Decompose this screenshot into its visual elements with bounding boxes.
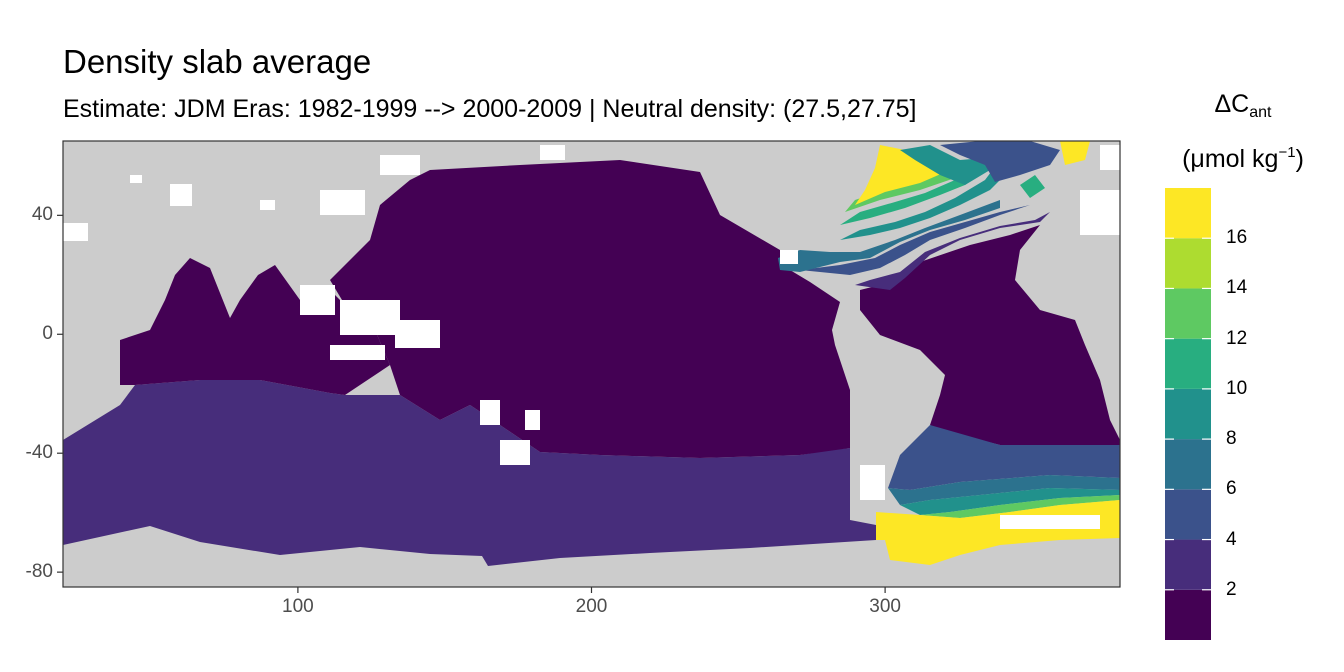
legend-color-bin [1165,489,1211,540]
legend-symbol: ΔC [1214,90,1250,118]
south-atlantic-band-6 [888,475,1120,505]
south-atlantic-band-14 [920,495,1120,518]
legend-subscript: ant [1249,104,1272,121]
legend-color-bin [1165,238,1211,289]
legend-value-label: 14 [1226,277,1248,299]
legend-value-label: 12 [1226,327,1248,349]
legend-value-label: 4 [1226,528,1237,550]
map-title: Density slab average [63,43,372,80]
labrador-band-8 [900,145,990,185]
legend-color-bin [1165,539,1211,590]
legend-color-bin [1165,188,1211,239]
north-atlantic-band-4 [800,205,1030,275]
x-tick-label: 300 [869,596,901,617]
nordic-sea-band-4 [940,141,1060,182]
legend-value-label: 16 [1226,227,1248,249]
legend-color-bin [1165,589,1211,640]
legend-value-label: 6 [1226,478,1237,500]
legend-value-label: 2 [1226,578,1237,600]
x-tick-marks [297,587,886,593]
north-atlantic-band-12 [840,163,985,225]
north-atlantic-band-2 [855,212,1050,290]
arctic-patch-12 [1020,175,1045,198]
y-tick-label: -40 [25,442,53,464]
legend-value-label: 8 [1226,428,1237,450]
north-atlantic-band-8 [840,160,1010,240]
atlantic-ocean-region [860,225,1120,445]
legend-unit-suffix: ) [1295,145,1304,173]
legend-value-label: 10 [1226,377,1248,399]
map-subtitle: Estimate: JDM Eras: 1982-1999 --> 2000-2… [63,95,917,123]
legend-tick-marks [1165,237,1211,591]
y-tick-label: 40 [31,204,53,226]
south-atlantic-band-10 [900,488,1120,515]
y-tick-label: -80 [25,561,53,583]
y-tick-marks [57,214,63,573]
legend-unit-exponent: −1 [1278,144,1296,161]
legend-color-bin [1165,439,1211,490]
arctic-patch-18 [1060,141,1090,165]
legend-color-bin [1165,288,1211,339]
legend-quantity: ΔCant [1158,82,1328,135]
indian-ocean-region [120,258,390,395]
legend-unit: (μmol kg−1) [1158,135,1328,177]
legend-title: ΔCant (μmol kg−1) [1158,82,1328,177]
no-data-patches [63,145,1120,529]
legend-colorbar [1165,188,1211,640]
legend-color-bin [1165,388,1211,440]
x-tick-label: 100 [282,596,314,617]
x-tick-label: 200 [575,596,608,617]
southern-ocean-region [63,380,876,566]
legend-color-bin [1165,338,1211,389]
pacific-ocean-region [330,160,850,458]
south-atlantic-band-4 [888,425,1120,490]
y-tick-label: 0 [42,323,53,345]
north-atlantic-band-16 [845,165,970,212]
legend-unit-prefix: (μmol kg [1182,145,1279,173]
north-atlantic-band-6 [778,200,1000,272]
